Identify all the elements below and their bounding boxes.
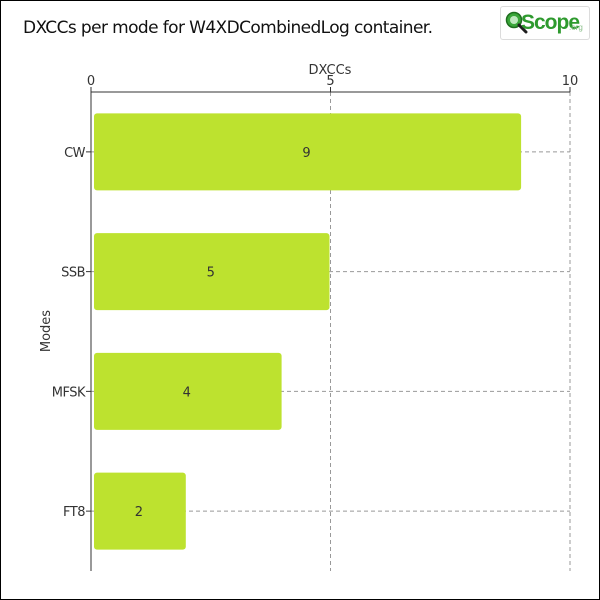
x-tick-label: 10 [562, 74, 579, 89]
x-tick-label: 5 [326, 74, 334, 89]
logo-suffix: .org [569, 23, 583, 32]
data-label: 9 [302, 146, 310, 161]
y-tick-label: CW [64, 146, 86, 161]
y-tick-label: SSB [61, 266, 85, 281]
bar-ft8[interactable] [94, 472, 186, 550]
x-axis-label: DXCCs [309, 63, 352, 78]
bar-mfsk[interactable] [94, 352, 282, 430]
y-axis-label: Modes [39, 310, 54, 352]
data-label: 5 [207, 266, 215, 281]
logo-text: Scope [521, 11, 580, 34]
x-tick-label: 0 [87, 74, 95, 89]
chart-title: DXCCs per mode for W4XDCombinedLog conta… [23, 18, 433, 38]
qscope-logo[interactable]: Scope .org [500, 6, 590, 40]
data-label: 4 [183, 385, 191, 400]
y-tick-label: FT8 [63, 505, 85, 520]
y-tick-label: MFSK [52, 385, 86, 400]
bar-ssb[interactable] [94, 233, 330, 311]
bar-cw[interactable] [94, 113, 522, 191]
data-label: 2 [135, 505, 143, 520]
magnifier-icon [505, 11, 528, 34]
